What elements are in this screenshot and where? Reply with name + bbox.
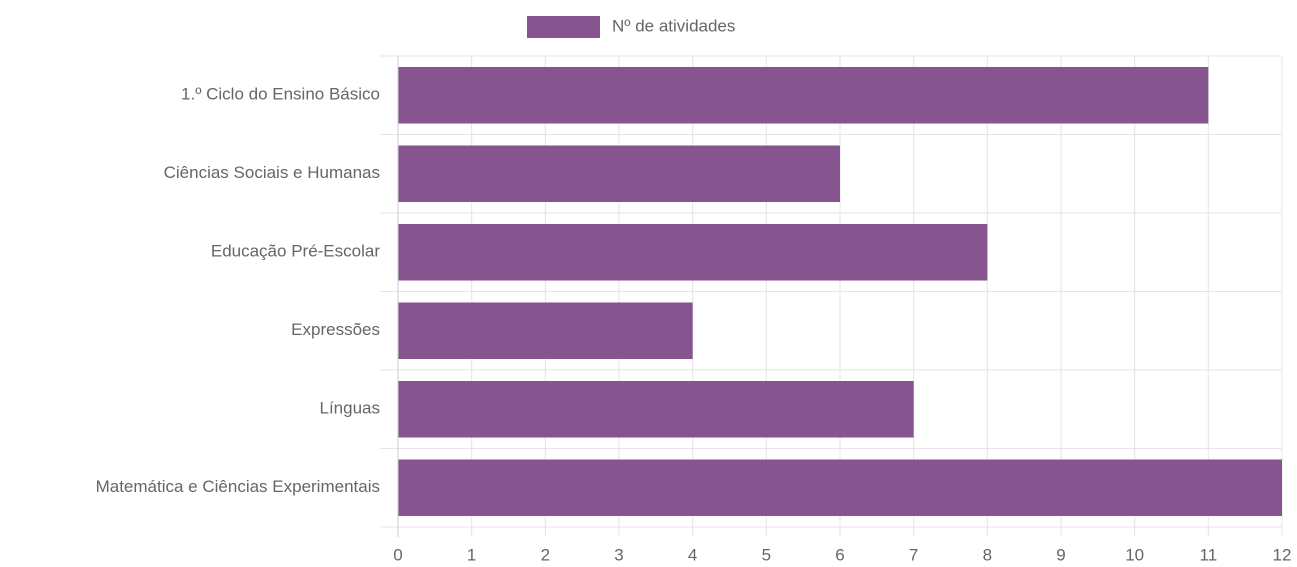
x-tick-label: 8 xyxy=(983,545,992,564)
y-tick-label: Matemática e Ciências Experimentais xyxy=(96,477,380,496)
y-tick-label: Expressões xyxy=(291,320,380,339)
x-tick-label: 9 xyxy=(1056,545,1065,564)
x-tick-label: 4 xyxy=(688,545,697,564)
bar xyxy=(398,459,1282,517)
legend-label: Nº de atividades xyxy=(612,16,735,35)
y-tick-label: Ciências Sociais e Humanas xyxy=(164,163,380,182)
x-tick-label: 1 xyxy=(467,545,476,564)
x-tick-label: 6 xyxy=(835,545,844,564)
bar xyxy=(398,380,914,438)
legend-swatch xyxy=(527,16,600,38)
x-tick-label: 5 xyxy=(762,545,771,564)
x-tick-label: 10 xyxy=(1125,545,1144,564)
y-tick-label: Educação Pré-Escolar xyxy=(211,242,380,261)
bar xyxy=(398,66,1209,124)
x-tick-label: 7 xyxy=(909,545,918,564)
y-tick-label: 1.º Ciclo do Ensino Básico xyxy=(181,85,380,104)
bar xyxy=(398,223,988,281)
y-tick-label: Línguas xyxy=(320,399,381,418)
x-tick-label: 11 xyxy=(1200,545,1218,564)
x-tick-label: 0 xyxy=(393,545,402,564)
x-tick-label: 12 xyxy=(1273,545,1292,564)
x-tick-label: 3 xyxy=(614,545,623,564)
bar xyxy=(398,302,693,360)
x-tick-label: 2 xyxy=(541,545,550,564)
bar xyxy=(398,145,840,203)
